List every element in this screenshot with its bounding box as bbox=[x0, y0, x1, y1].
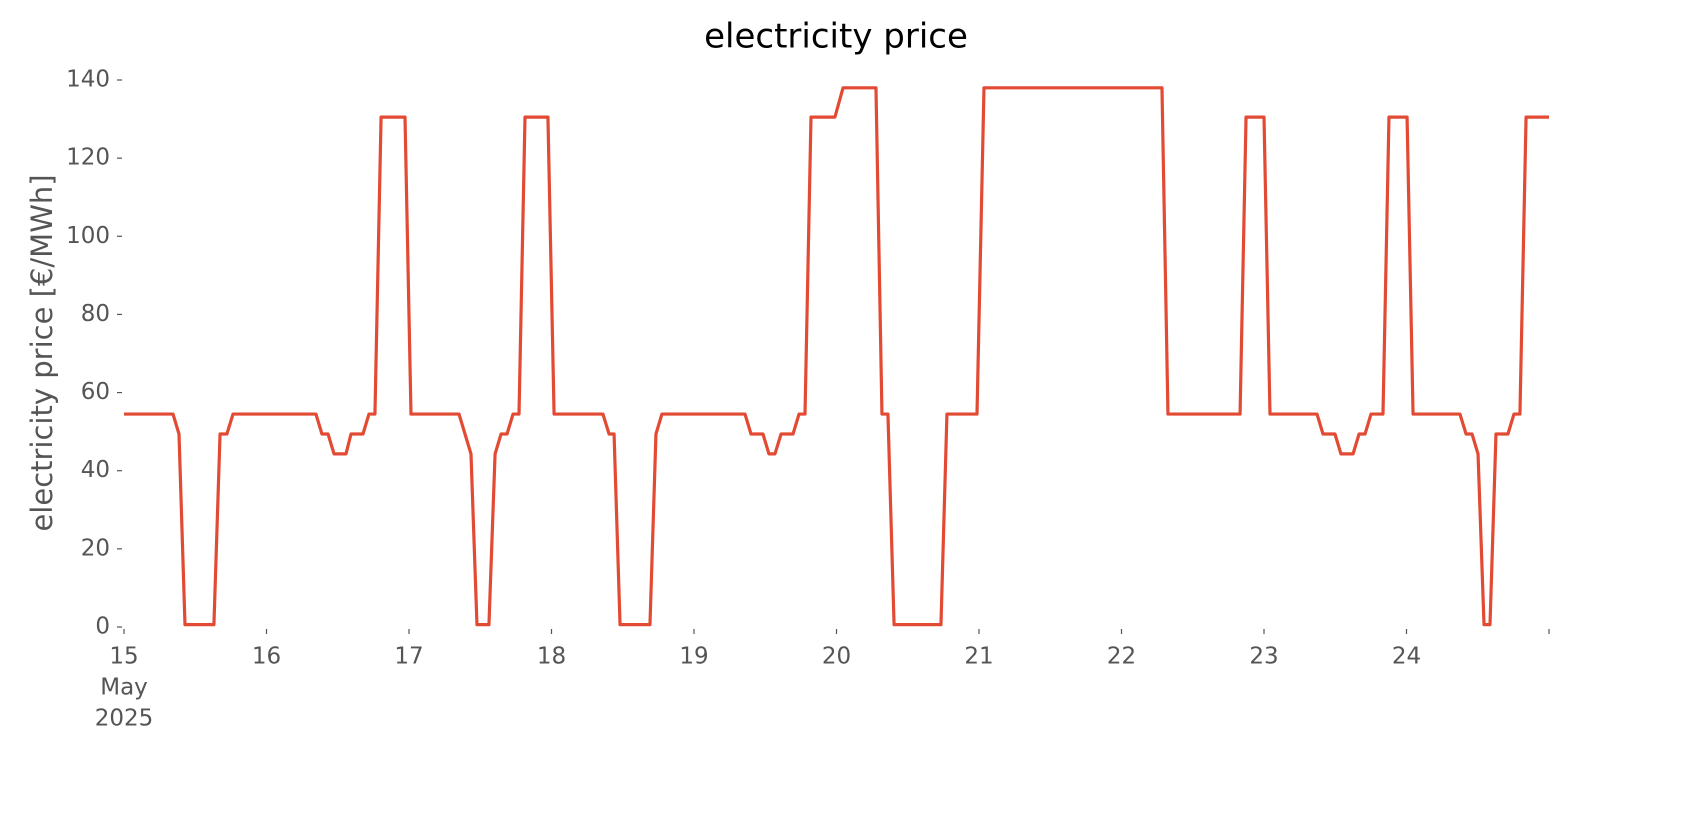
x-tick-label: 23 bbox=[1249, 644, 1278, 670]
x-tick-label: 24 bbox=[1392, 644, 1421, 670]
x-tick-label: 18 bbox=[537, 644, 566, 670]
y-tick-label: 60 bbox=[81, 379, 110, 405]
x-tick-label: 19 bbox=[679, 644, 708, 670]
x-offset-label: 2025 bbox=[95, 706, 154, 732]
y-axis-label: electricity price [€/MWh] bbox=[25, 174, 59, 531]
y-tick-label: 40 bbox=[81, 457, 110, 483]
y-tick-label: 20 bbox=[81, 535, 110, 561]
x-tick-label: 21 bbox=[964, 644, 993, 670]
price-line bbox=[124, 86, 1549, 627]
y-tick-label: 120 bbox=[66, 145, 110, 171]
y-tick-label: 140 bbox=[66, 67, 110, 93]
chart-title: electricity price bbox=[704, 17, 968, 57]
x-tick-label: 22 bbox=[1107, 644, 1136, 670]
y-tick-label: 100 bbox=[66, 223, 110, 249]
x-tick-label: 15 bbox=[109, 644, 138, 670]
x-tick-label: 17 bbox=[394, 644, 423, 670]
x-tick-label: 20 bbox=[822, 644, 851, 670]
x-tick-label: 16 bbox=[252, 644, 281, 670]
y-tick-label: 0 bbox=[95, 614, 110, 640]
x-offset-label: May bbox=[100, 675, 148, 701]
y-tick-label: 80 bbox=[81, 301, 110, 327]
